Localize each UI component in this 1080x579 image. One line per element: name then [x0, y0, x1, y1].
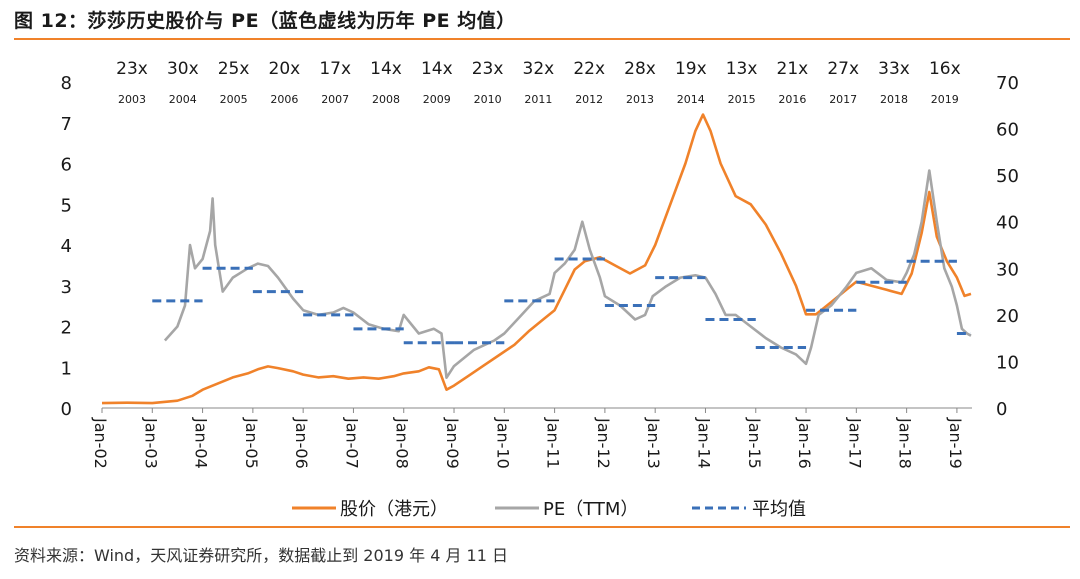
x-tick-label: Jan-07 [342, 417, 361, 469]
year-annotation: 2013 [626, 93, 654, 106]
pe-annotation: 13x [726, 59, 758, 79]
x-tick-label: Jan-04 [192, 417, 211, 469]
year-annotation: 2017 [829, 93, 857, 106]
x-tick-label: Jan-06 [292, 417, 311, 469]
pe-annotation: 14x [421, 59, 453, 79]
pe-annotation: 19x [675, 59, 707, 79]
year-annotation: 2007 [321, 93, 349, 106]
x-tick-label: Jan-11 [544, 417, 563, 469]
pe-annotation: 30x [167, 59, 199, 79]
price-line [101, 113, 972, 405]
y-left-tick-label: 4 [61, 236, 72, 257]
y-left-tick-label: 0 [61, 399, 72, 420]
x-tick-label: Jan-12 [594, 417, 613, 469]
bottom-rule [14, 526, 1070, 528]
y-right-tick-label: 50 [996, 166, 1019, 187]
x-tick-label: Jan-19 [946, 417, 965, 469]
x-tick-label: Jan-03 [141, 417, 160, 469]
source-note: 资料来源：Wind，天风证券研究所，数据截止到 2019 年 4 月 11 日 [14, 546, 508, 565]
y-right-tick-label: 40 [996, 213, 1019, 234]
y-left-tick-label: 2 [61, 318, 72, 339]
year-annotation: 2014 [677, 93, 705, 106]
y-right-tick-label: 10 [996, 352, 1019, 373]
year-annotation: 2019 [931, 93, 959, 106]
legend-price-label: 股价（港元） [340, 499, 448, 520]
year-annotation: 2012 [575, 93, 603, 106]
top-rule [14, 38, 1070, 40]
x-tick-label: Jan-08 [393, 417, 412, 469]
year-annotation: 2008 [372, 93, 400, 106]
chart-title: 图 12：莎莎历史股价与 PE（蓝色虚线为历年 PE 均值） [14, 10, 516, 32]
y-right-tick-label: 0 [996, 399, 1007, 420]
y-right-tick-label: 30 [996, 259, 1019, 280]
y-left-tick-label: 3 [61, 277, 72, 298]
chart-svg: 0 1 2 3 4 5 6 7 8 0 10 20 30 40 50 60 70 Jan-02 Jan-03 Jan-… [61, 59, 1019, 520]
y-left-tick-label: 7 [61, 114, 72, 135]
pe-annotation: 21x [777, 59, 809, 79]
pe-annotation: 22x [573, 59, 605, 79]
pe-annotation: 25x [218, 59, 250, 79]
y-left-tick-label: 5 [61, 195, 72, 216]
year-annotation: 2015 [728, 93, 756, 106]
pe-annotation: 23x [116, 59, 148, 79]
y-left-tick-label: 8 [61, 73, 72, 94]
pe-annotation: 32x [523, 59, 555, 79]
pe-line [163, 169, 972, 379]
year-annotation: 2006 [270, 93, 298, 106]
x-tick-label: Jan-16 [795, 417, 814, 469]
pe-annotation: 14x [370, 59, 402, 79]
year-annotation: 2018 [880, 93, 908, 106]
y-right-tick-label: 70 [996, 73, 1019, 94]
x-tick-label: Jan-10 [493, 417, 512, 469]
year-annotation: 2016 [778, 93, 806, 106]
y-left-tick-label: 6 [61, 155, 72, 176]
year-annotation: 2005 [220, 93, 248, 106]
legend-avg-label: 平均值 [752, 499, 806, 520]
pe-annotation: 33x [878, 59, 910, 79]
pe-annotation: 16x [929, 59, 961, 79]
pe-annotation: 20x [269, 59, 301, 79]
x-tick-label: Jan-02 [91, 417, 110, 469]
y-left-tick-label: 1 [61, 358, 72, 379]
pe-annotation: 28x [624, 59, 656, 79]
year-annotation: 2011 [524, 93, 552, 106]
pe-annotation: 17x [319, 59, 351, 79]
y-right-tick-label: 60 [996, 120, 1019, 141]
x-tick-label: Jan-15 [745, 417, 764, 469]
year-annotation: 2009 [423, 93, 451, 106]
x-tick-label: Jan-05 [242, 417, 261, 469]
x-tick-label: Jan-09 [443, 417, 462, 469]
year-annotation: 2010 [474, 93, 502, 106]
x-tick-label: Jan-17 [845, 417, 864, 469]
y-right-tick-label: 20 [996, 306, 1019, 327]
x-tick-label: Jan-14 [694, 417, 713, 469]
pe-annotation: 23x [472, 59, 504, 79]
pe-annotation: 27x [827, 59, 859, 79]
x-tick-label: Jan-18 [896, 417, 915, 469]
year-annotation: 2003 [118, 93, 146, 106]
legend-pe-label: PE（TTM） [543, 499, 638, 520]
year-annotation: 2004 [169, 93, 197, 106]
x-tick-label: Jan-13 [644, 417, 663, 469]
